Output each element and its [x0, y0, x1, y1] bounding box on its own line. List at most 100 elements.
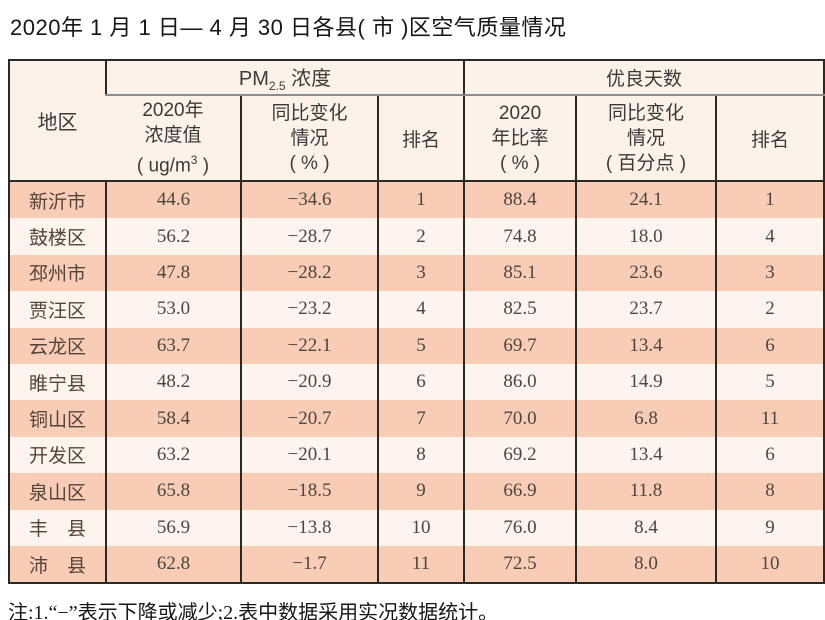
days-ratio-cell: 72.5 — [463, 545, 577, 584]
pm-value-line2: 浓度值 — [144, 124, 202, 146]
table-row: 贾汪区 53.0 −23.2 4 82.5 23.7 2 — [9, 291, 825, 328]
pm-change-line3: ( % ) — [289, 152, 330, 174]
pm-rank-cell: 1 — [376, 181, 465, 219]
table-body: 新沂市 44.6 −34.6 1 88.4 24.1 1 鼓楼区 56.2 −2… — [9, 181, 825, 584]
pm-rank-cell: 11 — [376, 545, 465, 584]
days-ratio-line2: 年比率 — [491, 127, 549, 149]
table-row: 丰 县 56.9 −13.8 10 76.0 8.4 9 — [9, 509, 825, 546]
pm-value-line1: 2020年 — [142, 99, 204, 121]
table-row: 云龙区 63.7 −22.1 5 69.7 13.4 6 — [9, 327, 825, 364]
days-ratio-line1: 2020 — [498, 102, 542, 124]
region-cell: 开发区 — [9, 436, 106, 474]
column-header-days-change: 同比变化 情况 ( 百分点 ) — [575, 95, 717, 182]
footnote: 注:1.“−”表示下降或减少;2.表中数据采用实况数据统计。 — [8, 602, 499, 620]
days-ratio-cell: 76.0 — [463, 509, 577, 546]
column-header-pm-change: 同比变化 情况 ( % ) — [240, 95, 378, 182]
days-change-cell: 8.0 — [575, 545, 717, 584]
pm-change-cell: −28.7 — [240, 218, 378, 255]
region-cell: 鼓楼区 — [9, 218, 106, 255]
pm-rank-cell: 8 — [376, 436, 465, 474]
days-change-line2: 情况 — [627, 127, 666, 149]
days-ratio-cell: 69.7 — [463, 327, 577, 364]
table-row: 泉山区 65.8 −18.5 9 66.9 11.8 8 — [9, 473, 825, 510]
column-header-pm-rank: 排名 — [376, 95, 465, 182]
group-header-pm25: PM2.5 浓度 — [104, 60, 465, 96]
pm-change-cell: −34.6 — [240, 181, 378, 219]
days-rank-cell: 3 — [715, 254, 825, 292]
days-change-cell: 13.4 — [575, 327, 717, 364]
days-rank-cell: 6 — [715, 436, 825, 474]
region-cell: 丰 县 — [9, 509, 106, 546]
table-row: 铜山区 58.4 −20.7 7 70.0 6.8 11 — [9, 400, 825, 437]
days-rank-cell: 6 — [715, 327, 825, 364]
days-change-cell: 24.1 — [575, 181, 717, 219]
days-change-line3: ( 百分点 ) — [605, 152, 687, 174]
pm25-label-prefix: PM — [238, 68, 269, 91]
pm-change-cell: −1.7 — [240, 545, 378, 584]
pm-value-cell: 63.7 — [105, 327, 241, 364]
pm25-label-subscript: 2.5 — [268, 78, 286, 93]
column-header-days-rank: 排名 — [715, 95, 825, 182]
table-header: 地区 PM2.5 浓度 优良天数 2020年 浓度值 ( ug/m3 ) 同比变… — [9, 60, 825, 182]
table-row: 鼓楼区 56.2 −28.7 2 74.8 18.0 4 — [9, 218, 825, 255]
pm-value-cell: 65.8 — [105, 473, 241, 510]
pm-change-cell: −23.2 — [240, 291, 378, 328]
pm-rank-cell: 7 — [376, 400, 465, 437]
pm-value-cell: 58.4 — [105, 400, 241, 437]
header-group-row: 地区 PM2.5 浓度 优良天数 — [9, 60, 825, 182]
pm-rank-cell: 4 — [376, 291, 465, 328]
pm-rank-cell: 5 — [376, 327, 465, 364]
days-change-cell: 23.7 — [575, 291, 717, 328]
region-cell: 铜山区 — [9, 400, 106, 437]
pm-change-cell: −18.5 — [240, 473, 378, 510]
days-rank-cell: 1 — [715, 181, 825, 219]
days-ratio-line3: ( % ) — [499, 152, 541, 174]
column-header-region: 地区 — [9, 60, 106, 182]
region-cell: 睢宁县 — [9, 363, 106, 401]
group-header-good-days: 优良天数 — [463, 60, 825, 96]
days-rank-cell: 9 — [715, 509, 825, 546]
pm-change-cell: −13.8 — [240, 509, 378, 546]
days-ratio-cell: 86.0 — [463, 363, 577, 401]
days-change-cell: 8.4 — [575, 509, 717, 546]
days-change-cell: 14.9 — [575, 363, 717, 401]
table-row: 沛 县 62.8 −1.7 11 72.5 8.0 10 — [9, 545, 825, 584]
table-row: 开发区 63.2 −20.1 8 69.2 13.4 6 — [9, 436, 825, 474]
days-ratio-cell: 70.0 — [463, 400, 577, 437]
days-change-cell: 18.0 — [575, 218, 717, 255]
pm25-label-suffix: 浓度 — [285, 68, 332, 91]
pm-rank-cell: 2 — [376, 218, 465, 255]
pm-change-cell: −20.7 — [240, 400, 378, 437]
pm-rank-cell: 9 — [376, 473, 465, 510]
days-change-cell: 13.4 — [575, 436, 717, 474]
pm-value-cell: 63.2 — [105, 436, 241, 474]
pm-rank-cell: 3 — [376, 254, 465, 292]
pm-value-cell: 53.0 — [105, 291, 241, 328]
column-header-days-ratio: 2020 年比率 ( % ) — [463, 95, 577, 182]
pm-rank-cell: 6 — [376, 363, 465, 401]
pm-value-cell: 44.6 — [105, 181, 241, 219]
table-row: 睢宁县 48.2 −20.9 6 86.0 14.9 5 — [9, 363, 825, 401]
pm-change-line2: 情况 — [290, 127, 329, 149]
days-rank-cell: 5 — [715, 363, 825, 401]
region-cell: 云龙区 — [9, 327, 106, 364]
pm-value-cell: 48.2 — [105, 363, 241, 401]
region-cell: 沛 县 — [9, 545, 106, 584]
pm-value-cell: 56.2 — [105, 218, 241, 255]
days-ratio-cell: 66.9 — [463, 473, 577, 510]
pm-value-cell: 56.9 — [105, 509, 241, 546]
days-rank-cell: 10 — [715, 545, 825, 584]
table-row: 邳州市 47.8 −28.2 3 85.1 23.6 3 — [9, 254, 825, 292]
days-ratio-cell: 74.8 — [463, 218, 577, 255]
table-row: 新沂市 44.6 −34.6 1 88.4 24.1 1 — [9, 181, 825, 219]
pm-value-cell: 62.8 — [105, 545, 241, 584]
days-change-cell: 11.8 — [575, 473, 717, 510]
column-header-pm-value: 2020年 浓度值 ( ug/m3 ) — [106, 95, 241, 182]
pm-change-cell: −28.2 — [240, 254, 378, 292]
pm-change-cell: −20.1 — [240, 436, 378, 474]
pm-change-cell: −20.9 — [240, 363, 378, 401]
days-ratio-cell: 88.4 — [463, 181, 577, 219]
days-change-line1: 同比变化 — [608, 102, 685, 124]
days-rank-cell: 4 — [715, 218, 825, 255]
